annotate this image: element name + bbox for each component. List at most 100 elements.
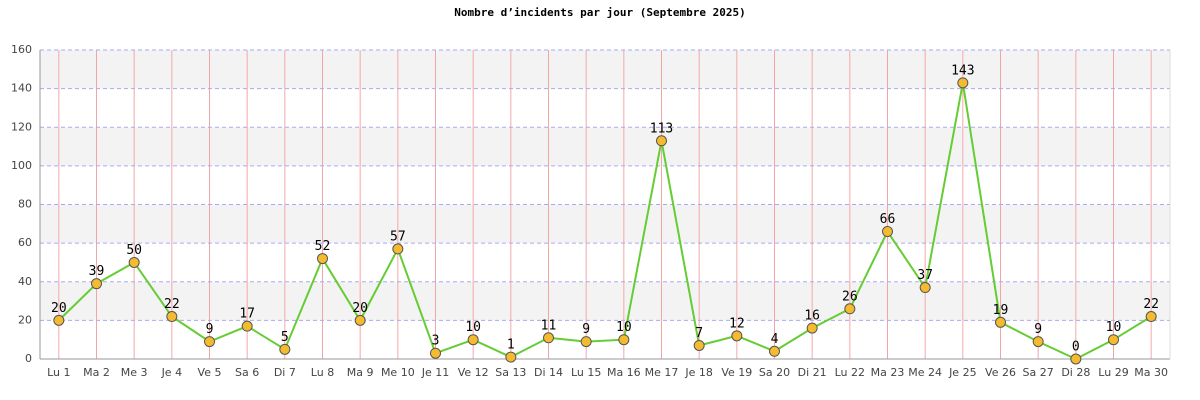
x-tick-label: Sa 6 bbox=[235, 366, 259, 379]
data-label: 113 bbox=[650, 121, 673, 136]
x-tick-label: Ma 16 bbox=[607, 366, 641, 379]
data-point bbox=[844, 303, 856, 315]
data-label: 9 bbox=[1034, 322, 1042, 337]
plot-band bbox=[40, 88, 1170, 128]
data-point bbox=[53, 314, 65, 326]
x-tick-label: Sa 13 bbox=[495, 366, 526, 379]
x-tick-label: Sa 27 bbox=[1023, 366, 1054, 379]
y-tick-label: 160 bbox=[11, 43, 32, 56]
data-point bbox=[204, 336, 215, 348]
data-label: 22 bbox=[164, 297, 180, 312]
y-tick-label: 120 bbox=[11, 120, 32, 133]
y-tick-label: 80 bbox=[18, 198, 32, 211]
y-tick-label: 60 bbox=[18, 236, 32, 249]
data-point bbox=[543, 332, 554, 344]
data-label: 1 bbox=[507, 338, 515, 353]
data-label: 16 bbox=[804, 309, 820, 324]
data-label: 10 bbox=[465, 320, 481, 335]
y-tick-label: 100 bbox=[11, 159, 32, 172]
data-point bbox=[354, 314, 366, 326]
data-point bbox=[467, 334, 479, 346]
data-label: 5 bbox=[281, 330, 289, 345]
x-tick-label: Ma 2 bbox=[83, 366, 110, 379]
data-point bbox=[91, 278, 102, 290]
plot-band bbox=[40, 204, 1170, 244]
chart-title: Nombre d’incidents par jour (Septembre 2… bbox=[454, 6, 745, 19]
x-tick-label: Lu 1 bbox=[47, 366, 70, 379]
data-label: 39 bbox=[89, 264, 105, 279]
data-label: 17 bbox=[239, 307, 255, 322]
data-label: 52 bbox=[315, 239, 331, 254]
x-tick-label: Di 21 bbox=[798, 366, 827, 379]
data-label: 143 bbox=[951, 63, 974, 78]
x-tick-label: Je 18 bbox=[684, 366, 713, 379]
x-tick-label: Lu 29 bbox=[1098, 366, 1128, 379]
y-tick-label: 40 bbox=[18, 275, 32, 288]
x-tick-label: Ve 26 bbox=[985, 366, 1016, 379]
plot-band bbox=[40, 281, 1170, 321]
x-tick-label: Lu 15 bbox=[571, 366, 601, 379]
data-label: 12 bbox=[729, 316, 745, 331]
data-point bbox=[1108, 334, 1119, 346]
data-point bbox=[166, 311, 178, 323]
x-tick-label: Ma 9 bbox=[347, 366, 374, 379]
data-label: 4 bbox=[771, 332, 779, 347]
data-point bbox=[505, 351, 517, 363]
data-label: 57 bbox=[390, 229, 406, 244]
data-point bbox=[241, 320, 253, 332]
data-point bbox=[279, 343, 291, 355]
data-label: 11 bbox=[541, 318, 557, 333]
data-point bbox=[882, 226, 893, 238]
data-label: 3 bbox=[432, 334, 440, 349]
data-point bbox=[693, 339, 705, 351]
x-tick-label: Me 3 bbox=[121, 366, 148, 379]
data-point bbox=[995, 316, 1006, 328]
data-point bbox=[957, 77, 969, 89]
data-label: 0 bbox=[1072, 340, 1080, 355]
data-label: 19 bbox=[993, 303, 1009, 318]
x-tick-label: Me 17 bbox=[645, 366, 679, 379]
data-point bbox=[806, 322, 818, 334]
x-tick-label: Ma 23 bbox=[871, 366, 905, 379]
x-tick-label: Di 28 bbox=[1061, 366, 1090, 379]
plot-band bbox=[40, 243, 1170, 282]
x-tick-label: Me 24 bbox=[908, 366, 942, 379]
data-label: 22 bbox=[1143, 297, 1159, 312]
data-point bbox=[769, 345, 780, 357]
data-point bbox=[580, 336, 592, 348]
data-label: 9 bbox=[582, 322, 590, 337]
data-point bbox=[731, 330, 743, 342]
data-label: 10 bbox=[616, 320, 632, 335]
data-label: 7 bbox=[695, 326, 703, 341]
data-label: 10 bbox=[1106, 320, 1122, 335]
x-tick-label: Di 14 bbox=[534, 366, 563, 379]
data-point bbox=[1032, 336, 1044, 348]
data-point bbox=[919, 282, 931, 294]
data-point bbox=[392, 243, 404, 255]
y-tick-label: 20 bbox=[18, 313, 32, 326]
x-tick-label: Ve 12 bbox=[458, 366, 489, 379]
series-line bbox=[58, 82, 1152, 361]
data-label: 9 bbox=[206, 322, 214, 337]
data-label: 26 bbox=[842, 289, 858, 304]
y-tick-label: 140 bbox=[11, 82, 32, 95]
data-point bbox=[656, 135, 667, 147]
y-tick-label: 0 bbox=[25, 352, 32, 365]
x-tick-label: Ma 30 bbox=[1134, 366, 1168, 379]
data-point bbox=[1145, 311, 1157, 323]
x-tick-label: Lu 8 bbox=[311, 366, 334, 379]
data-label: 20 bbox=[51, 301, 67, 316]
x-tick-label: Lu 22 bbox=[835, 366, 865, 379]
x-tick-label: Di 7 bbox=[274, 366, 296, 379]
data-point bbox=[128, 256, 140, 268]
data-label: 20 bbox=[352, 301, 368, 316]
data-label: 66 bbox=[880, 212, 896, 227]
data-point bbox=[317, 253, 328, 265]
data-label: 50 bbox=[126, 243, 142, 258]
plot-band bbox=[40, 50, 1170, 89]
x-tick-label: Me 10 bbox=[381, 366, 415, 379]
x-tick-label: Je 11 bbox=[421, 366, 450, 379]
x-tick-label: Ve 19 bbox=[721, 366, 752, 379]
x-tick-label: Ve 5 bbox=[198, 366, 222, 379]
